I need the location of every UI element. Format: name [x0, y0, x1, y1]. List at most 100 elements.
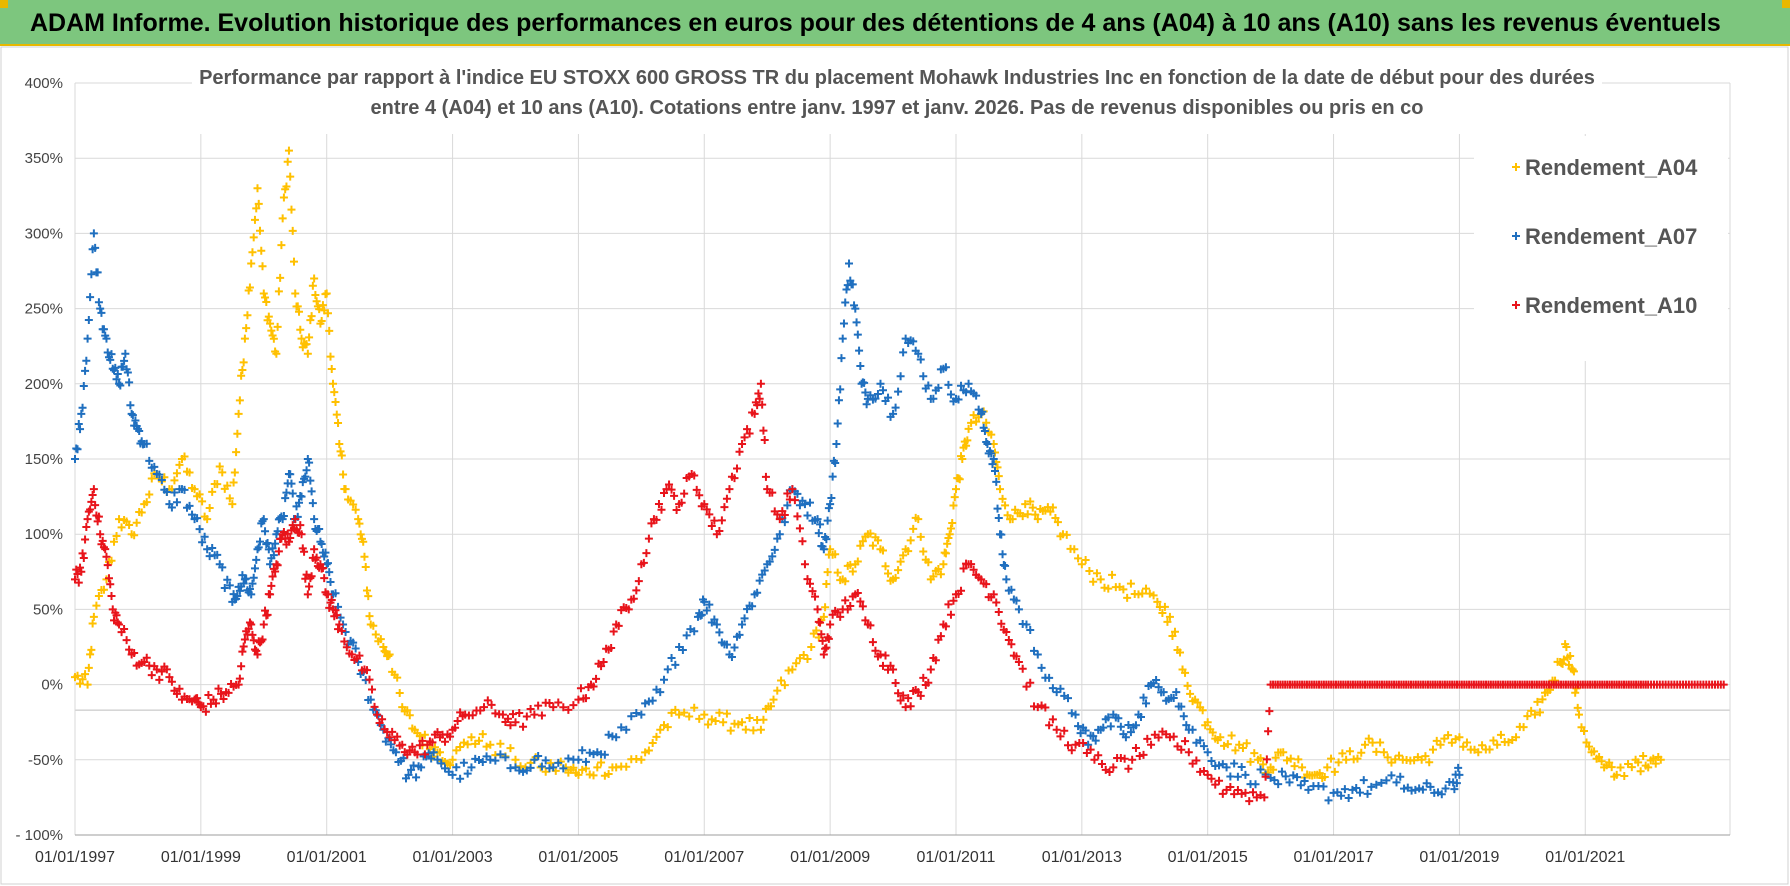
data-point-interp	[1319, 782, 1328, 791]
data-point-interp	[1418, 785, 1427, 794]
data-point-interp	[97, 308, 106, 317]
data-point-interp	[1462, 738, 1471, 747]
x-tick-label: 01/01/2013	[1042, 849, 1122, 866]
data-point-interp	[868, 541, 877, 550]
data-point-interp	[1177, 702, 1186, 711]
data-point-interp	[1233, 772, 1242, 781]
data-point-interp	[717, 516, 726, 525]
data-point-interp	[1097, 760, 1106, 769]
data-point-interp	[1246, 757, 1255, 766]
data-point	[203, 515, 212, 524]
data-point-interp	[433, 728, 442, 737]
data-point-interp	[1597, 757, 1606, 766]
data-point-interp	[604, 730, 613, 739]
data-point-interp	[652, 732, 661, 741]
data-point-interp	[943, 539, 952, 548]
data-point-interp	[1251, 780, 1260, 789]
data-point-interp	[946, 524, 955, 533]
data-point-interp	[365, 675, 374, 684]
data-point-interp	[1395, 751, 1403, 760]
data-point-interp	[818, 636, 827, 645]
data-point	[788, 665, 797, 674]
data-point-interp	[317, 317, 326, 326]
data-point	[291, 515, 300, 524]
data-point	[637, 710, 646, 719]
data-point-interp	[994, 608, 1003, 617]
data-point-interp	[1459, 742, 1468, 751]
data-point-interp	[204, 691, 213, 699]
data-point-interp	[208, 543, 217, 552]
data-point	[247, 590, 256, 599]
data-point-interp	[793, 512, 802, 521]
data-point-interp	[99, 585, 108, 594]
data-point	[96, 530, 105, 539]
data-point	[1052, 725, 1061, 734]
data-point-interp	[941, 622, 950, 631]
data-point	[1046, 507, 1055, 516]
data-point-interp	[337, 451, 346, 460]
data-point-interp	[281, 494, 290, 503]
data-point	[77, 567, 86, 576]
data-point-interp	[1454, 763, 1463, 772]
data-point-interp	[795, 501, 804, 510]
data-point-interp	[862, 400, 871, 409]
data-point-interp	[193, 514, 202, 523]
data-point-interp	[200, 532, 209, 541]
data-point-interp	[306, 316, 315, 325]
data-point	[1719, 680, 1728, 689]
data-point-interp	[172, 469, 181, 478]
data-point-interp	[1338, 749, 1347, 758]
data-point-interp	[1004, 636, 1013, 645]
data-point-interp	[1558, 659, 1567, 668]
data-point-interp	[1104, 584, 1113, 593]
data-point-interp	[745, 714, 754, 723]
data-point-interp	[860, 378, 869, 387]
data-point-interp	[269, 551, 278, 560]
data-point	[266, 590, 275, 599]
data-point-interp	[1293, 773, 1302, 782]
data-point-interp	[317, 539, 326, 548]
data-point-interp	[916, 532, 925, 541]
data-point-interp	[853, 330, 862, 339]
data-point-interp	[823, 633, 832, 642]
data-point	[788, 485, 797, 494]
data-point-interp	[1131, 721, 1140, 730]
y-tick-label: 250%	[25, 301, 63, 318]
data-point-interp	[741, 725, 750, 734]
data-point-interp	[705, 600, 714, 609]
data-point-interp	[261, 606, 270, 615]
data-point	[914, 515, 923, 524]
data-point	[77, 409, 86, 418]
data-point-interp	[1227, 731, 1236, 740]
data-point-interp	[881, 562, 890, 571]
data-point-interp	[622, 762, 631, 771]
data-point-interp	[954, 395, 963, 404]
data-point-interp	[325, 568, 334, 577]
data-point	[1298, 763, 1307, 772]
chart-title-line1: Performance par rapport à l'indice EU ST…	[199, 67, 1595, 89]
data-point-interp	[1372, 747, 1381, 756]
x-tick-label: 01/01/2019	[1419, 849, 1499, 866]
data-point-interp	[81, 535, 90, 544]
data-point	[1304, 785, 1313, 794]
data-point-interp	[262, 540, 271, 549]
data-point-interp	[873, 389, 882, 398]
data-point-interp	[142, 498, 151, 507]
data-point-interp	[1344, 794, 1353, 803]
data-point-interp	[384, 652, 393, 661]
data-point-interp	[1123, 593, 1132, 602]
data-point-interp	[320, 552, 329, 561]
data-point-interp	[237, 662, 246, 671]
data-point-interp	[261, 527, 270, 536]
data-point-interp	[792, 659, 801, 668]
data-point-interp	[642, 549, 651, 558]
data-point-interp	[878, 546, 887, 555]
data-point-interp	[218, 563, 227, 572]
data-point	[272, 349, 281, 358]
data-point-interp	[988, 460, 997, 469]
data-point	[190, 485, 199, 494]
data-point-interp	[1245, 797, 1254, 806]
data-point-interp	[483, 696, 492, 705]
data-point-interp	[162, 665, 171, 674]
data-point-interp	[997, 619, 1006, 628]
